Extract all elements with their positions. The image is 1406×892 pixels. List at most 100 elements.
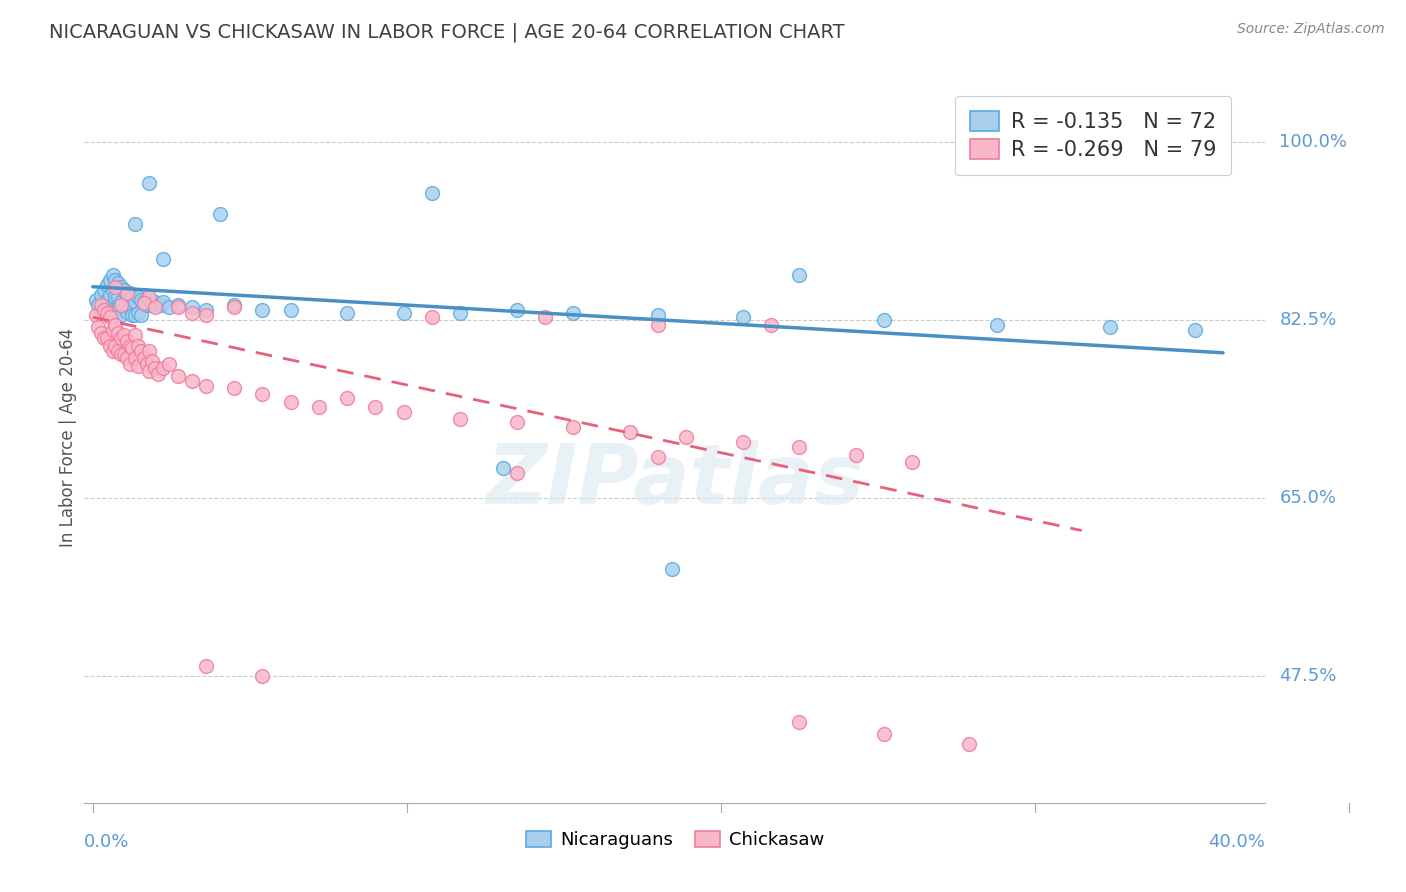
Point xyxy=(124,217,146,231)
Point xyxy=(224,381,246,395)
Point xyxy=(194,658,217,673)
Point xyxy=(787,440,810,454)
Point xyxy=(101,323,124,337)
Point xyxy=(873,727,896,741)
Point xyxy=(152,361,174,376)
Point xyxy=(224,298,246,312)
Text: 100.0%: 100.0% xyxy=(1279,134,1347,152)
Point xyxy=(98,310,121,325)
Point xyxy=(166,369,188,384)
Point xyxy=(110,295,132,310)
Text: NICARAGUAN VS CHICKASAW IN LABOR FORCE | AGE 20-64 CORRELATION CHART: NICARAGUAN VS CHICKASAW IN LABOR FORCE |… xyxy=(49,22,845,42)
Point xyxy=(1184,323,1206,337)
Text: 40.0%: 40.0% xyxy=(1209,833,1265,851)
Point xyxy=(152,295,174,310)
Text: 47.5%: 47.5% xyxy=(1279,667,1337,685)
Text: Source: ZipAtlas.com: Source: ZipAtlas.com xyxy=(1237,22,1385,37)
Point xyxy=(87,320,110,334)
Point xyxy=(252,387,274,401)
Point xyxy=(104,272,127,286)
Point xyxy=(96,293,118,307)
Point xyxy=(110,298,132,312)
Point xyxy=(107,326,129,341)
Point xyxy=(129,343,152,358)
Point xyxy=(132,351,155,365)
Point xyxy=(224,300,246,314)
Point xyxy=(449,412,471,426)
Point xyxy=(110,308,132,322)
Point xyxy=(336,392,359,406)
Point xyxy=(534,310,557,325)
Point xyxy=(124,328,146,343)
Point xyxy=(505,466,527,480)
Text: 65.0%: 65.0% xyxy=(1279,489,1336,507)
Point xyxy=(96,330,118,344)
Point xyxy=(138,364,160,378)
Point xyxy=(104,279,127,293)
Point xyxy=(731,310,754,325)
Point xyxy=(132,296,155,310)
Point xyxy=(87,298,110,312)
Point xyxy=(986,318,1008,333)
Point xyxy=(194,303,217,318)
Point xyxy=(157,300,180,314)
Point xyxy=(141,354,163,368)
Point xyxy=(901,455,924,469)
Point xyxy=(194,308,217,322)
Point xyxy=(364,400,387,414)
Point xyxy=(127,290,149,304)
Point xyxy=(491,460,513,475)
Point xyxy=(124,295,146,310)
Point xyxy=(845,449,868,463)
Point xyxy=(146,367,169,381)
Point xyxy=(308,400,330,414)
Point xyxy=(127,306,149,320)
Point xyxy=(180,306,202,320)
Point xyxy=(115,305,138,319)
Point xyxy=(104,338,127,352)
Point xyxy=(505,415,527,429)
Point xyxy=(90,298,112,312)
Point xyxy=(118,357,141,371)
Point xyxy=(129,293,152,307)
Point xyxy=(1098,320,1121,334)
Point xyxy=(115,288,138,302)
Point xyxy=(138,176,160,190)
Point xyxy=(107,276,129,290)
Point xyxy=(619,425,641,439)
Point xyxy=(166,298,188,312)
Point xyxy=(152,252,174,267)
Point xyxy=(124,308,146,322)
Point xyxy=(110,347,132,361)
Point xyxy=(505,303,527,318)
Point xyxy=(647,308,669,322)
Point xyxy=(98,338,121,352)
Text: ZIPatlas: ZIPatlas xyxy=(486,441,863,522)
Point xyxy=(96,303,118,318)
Point xyxy=(252,303,274,318)
Point xyxy=(101,268,124,282)
Point xyxy=(121,341,143,355)
Point xyxy=(110,330,132,344)
Point xyxy=(118,338,141,352)
Point xyxy=(104,318,127,333)
Point xyxy=(118,300,141,314)
Point xyxy=(138,290,160,304)
Point xyxy=(115,285,138,300)
Point xyxy=(121,290,143,304)
Point xyxy=(101,343,124,358)
Point xyxy=(157,357,180,371)
Y-axis label: In Labor Force | Age 20-64: In Labor Force | Age 20-64 xyxy=(59,327,77,547)
Point xyxy=(96,277,118,292)
Point xyxy=(112,347,135,361)
Point xyxy=(143,300,166,314)
Point xyxy=(107,290,129,304)
Point xyxy=(112,300,135,314)
Point xyxy=(675,430,697,444)
Point xyxy=(107,343,129,358)
Point xyxy=(143,361,166,376)
Point xyxy=(93,283,115,297)
Point xyxy=(143,295,166,310)
Point xyxy=(194,379,217,393)
Point xyxy=(110,279,132,293)
